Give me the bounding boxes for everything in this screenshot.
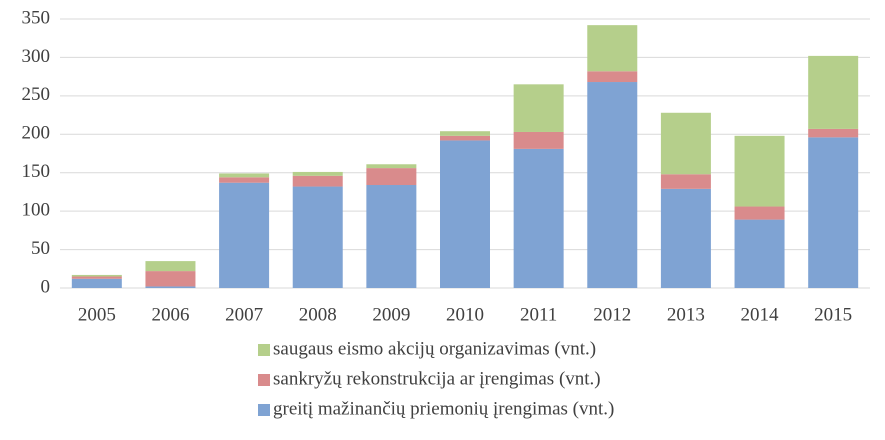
bar-segment: [808, 137, 859, 288]
x-tick-label: 2012: [593, 304, 631, 325]
bar-segment: [292, 186, 343, 288]
bar-segment: [219, 182, 270, 288]
x-tick-label: 2010: [446, 304, 484, 325]
bar-segment: [292, 175, 343, 187]
bar-segment: [734, 206, 785, 220]
x-tick-label: 2007: [225, 304, 263, 325]
bar-segment: [808, 128, 859, 138]
x-tick-label: 2006: [151, 304, 189, 325]
bar-segment: [366, 185, 417, 288]
y-tick-label: 150: [22, 161, 51, 182]
bar-segment: [71, 276, 122, 279]
x-tick-label: 2011: [520, 304, 557, 325]
bar-segment: [440, 131, 490, 136]
legend-label: greitį mažinančių priemonių įrengimas (v…: [273, 398, 614, 419]
legend-swatch: [258, 374, 270, 386]
bar-segment: [660, 174, 711, 189]
x-tick-label: 2015: [814, 304, 852, 325]
bar-segment: [660, 188, 711, 288]
x-tick-label: 2013: [667, 304, 705, 325]
bar-segment: [808, 55, 859, 129]
bar-segment: [219, 173, 270, 178]
bar-segment: [440, 135, 490, 141]
bar-segment: [219, 177, 270, 183]
y-tick-label: 200: [22, 123, 51, 144]
x-tick-label: 2008: [299, 304, 337, 325]
legend-label: saugaus eismo akcijų organizavimas (vnt.…: [273, 338, 596, 359]
legend-swatch: [258, 344, 270, 356]
bar-segment: [145, 271, 196, 287]
y-tick-label: 300: [22, 46, 51, 67]
bar-segment: [292, 171, 343, 176]
bar-segment: [145, 261, 196, 272]
bar-segment: [513, 84, 564, 132]
bar-segment: [71, 274, 122, 277]
bar-segment: [366, 168, 417, 186]
y-tick-label: 100: [22, 200, 51, 221]
bar-segment: [71, 278, 122, 288]
bar-segment: [587, 71, 638, 83]
x-tick-label: 2014: [741, 304, 780, 325]
bar-segment: [734, 135, 785, 207]
bar-segment: [366, 164, 417, 169]
y-tick-label: 0: [41, 276, 51, 297]
y-tick-label: 250: [22, 84, 51, 105]
bar-segment: [145, 286, 196, 288]
bar-segment: [440, 140, 490, 288]
x-tick-label: 2005: [78, 304, 116, 325]
bar-segment: [587, 82, 638, 288]
y-tick-label: 350: [22, 7, 51, 28]
y-tick-label: 50: [31, 238, 50, 259]
legend-swatch: [258, 404, 270, 416]
x-tick-label: 2009: [372, 304, 410, 325]
bar-segment: [660, 112, 711, 175]
bar-segment: [734, 219, 785, 288]
legend-label: sankryžų rekonstrukcija ar įrengimas (vn…: [273, 368, 601, 389]
bar-segment: [587, 25, 638, 72]
bar-segment: [513, 131, 564, 149]
bar-segment: [513, 148, 564, 288]
